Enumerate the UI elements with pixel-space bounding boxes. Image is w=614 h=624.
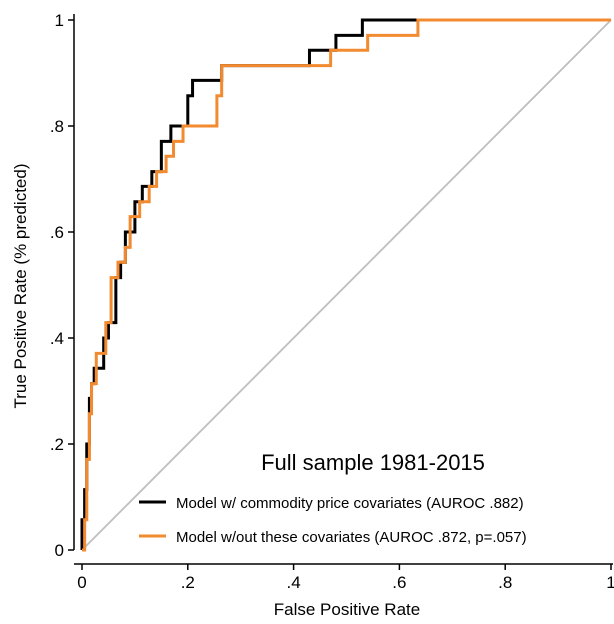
series-line-baseline-model: [82, 18, 611, 552]
x-axis-title: False Positive Rate: [274, 600, 420, 619]
y-tick-label: .8: [50, 117, 64, 136]
y-tick-label: .4: [50, 329, 64, 348]
plot-frame: [73, 14, 613, 565]
series-line-chance-diagonal: [81, 19, 612, 551]
legend: Model w/ commodity price covariates (AUR…: [139, 495, 527, 546]
y-axis-title: True Positive Rate (% predicted): [11, 163, 30, 408]
y-axis-ticks: 0 .2 .4 .6 .8 1: [50, 11, 74, 560]
y-tick-label: 1: [55, 11, 64, 30]
x-tick-label: 1: [606, 573, 614, 592]
x-tick-label: .8: [498, 573, 512, 592]
y-tick-label: .2: [50, 435, 64, 454]
legend-label-commodity-model: Model w/ commodity price covariates (AUR…: [176, 495, 524, 512]
x-tick-label: 0: [77, 573, 86, 592]
chart-annotation: Full sample 1981-2015: [261, 450, 485, 475]
y-tick-label: 0: [55, 541, 64, 560]
x-axis-ticks: 0 .2 .4 .6 .8 1: [77, 564, 614, 592]
x-tick-label: .6: [392, 573, 406, 592]
series-layer: [80, 18, 612, 552]
legend-label-baseline-model: Model w/out these covariates (AUROC .872…: [176, 529, 527, 546]
x-tick-label: .4: [287, 573, 301, 592]
y-tick-label: .6: [50, 223, 64, 242]
x-tick-label: .2: [181, 573, 195, 592]
